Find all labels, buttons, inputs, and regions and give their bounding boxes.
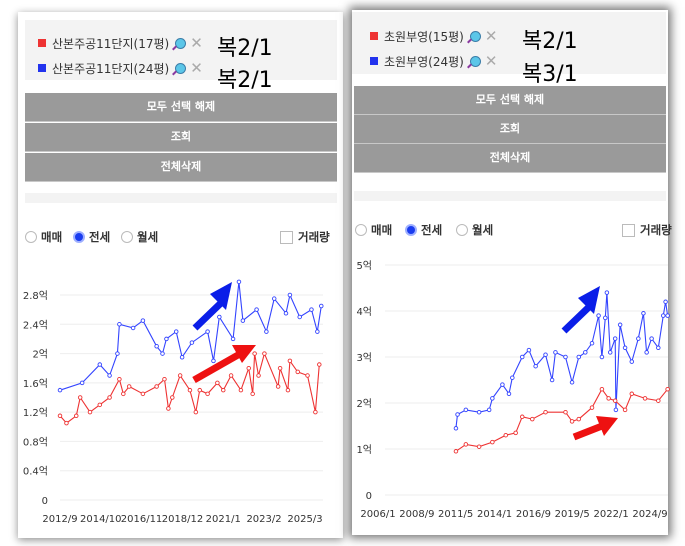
radio-button[interactable] (25, 231, 37, 243)
legend-item-24[interactable]: 초원부영(24평) ✕ (370, 52, 497, 70)
volume-checkbox[interactable]: 거래량 (622, 222, 672, 238)
checkbox[interactable] (280, 230, 293, 244)
legend-label: 산본주공11단지(24평) (52, 61, 170, 76)
blue-swatch-icon (370, 57, 378, 65)
legend-label: 초원부영(15평) (384, 29, 464, 44)
annotation-note: 복2/1 (522, 29, 578, 54)
radio-label: 월세 (137, 230, 159, 244)
radio-button[interactable] (355, 224, 367, 236)
delete-all-button[interactable]: 전체삭제 (25, 153, 337, 182)
radio-label: 매매 (41, 230, 63, 244)
close-icon[interactable]: ✕ (190, 34, 203, 52)
left-panel (18, 12, 343, 538)
red-swatch-icon (370, 32, 378, 40)
radio-button-checked[interactable] (405, 224, 417, 236)
search-icon[interactable] (175, 37, 187, 49)
radio-jeonse[interactable]: 전세 (73, 229, 110, 245)
close-icon[interactable]: ✕ (190, 59, 203, 77)
checkbox-label: 거래량 (298, 230, 330, 244)
radio-label: 매매 (371, 223, 393, 237)
deselect-all-button[interactable]: 모두 선택 해제 (354, 86, 666, 115)
checkbox[interactable] (622, 223, 635, 237)
annotation-note: 복2/1 (217, 68, 273, 93)
legend-label: 초원부영(24평) (384, 54, 464, 69)
volume-checkbox[interactable]: 거래량 (280, 229, 330, 245)
legend-item-24[interactable]: 산본주공11단지(24평) ✕ (38, 59, 203, 77)
blue-swatch-icon (38, 64, 46, 72)
divider (25, 193, 337, 203)
checkbox-label: 거래량 (640, 223, 672, 237)
annotation-note: 복2/1 (217, 36, 273, 61)
search-icon[interactable] (469, 30, 481, 42)
legend-label: 산본주공11단지(17평) (52, 36, 170, 51)
radio-monthly[interactable]: 월세 (456, 222, 493, 238)
query-button[interactable]: 조회 (25, 123, 337, 152)
close-icon[interactable]: ✕ (484, 52, 498, 70)
legend-item-15[interactable]: 초원부영(15평) ✕ (370, 27, 497, 45)
radio-label: 전세 (89, 230, 111, 244)
legend-item-17[interactable]: 산본주공11단지(17평) ✕ (38, 34, 203, 52)
radio-sale[interactable]: 매매 (355, 222, 392, 238)
deselect-all-button[interactable]: 모두 선택 해제 (25, 93, 337, 122)
radio-label: 월세 (472, 223, 494, 237)
radio-button[interactable] (121, 231, 133, 243)
radio-jeonse[interactable]: 전세 (405, 222, 442, 238)
radio-label: 전세 (421, 223, 443, 237)
right-legend (352, 12, 666, 74)
radio-sale[interactable]: 매매 (25, 229, 62, 245)
divider (354, 191, 666, 201)
query-button[interactable]: 조회 (354, 115, 666, 144)
annotation-note: 복3/1 (522, 62, 578, 87)
radio-button[interactable] (456, 224, 468, 236)
search-icon[interactable] (469, 55, 481, 67)
search-icon[interactable] (175, 62, 187, 74)
red-swatch-icon (38, 39, 46, 47)
radio-button-checked[interactable] (73, 231, 85, 243)
radio-monthly[interactable]: 월세 (121, 229, 158, 245)
close-icon[interactable]: ✕ (484, 27, 498, 45)
delete-all-button[interactable]: 전체삭제 (354, 144, 666, 173)
